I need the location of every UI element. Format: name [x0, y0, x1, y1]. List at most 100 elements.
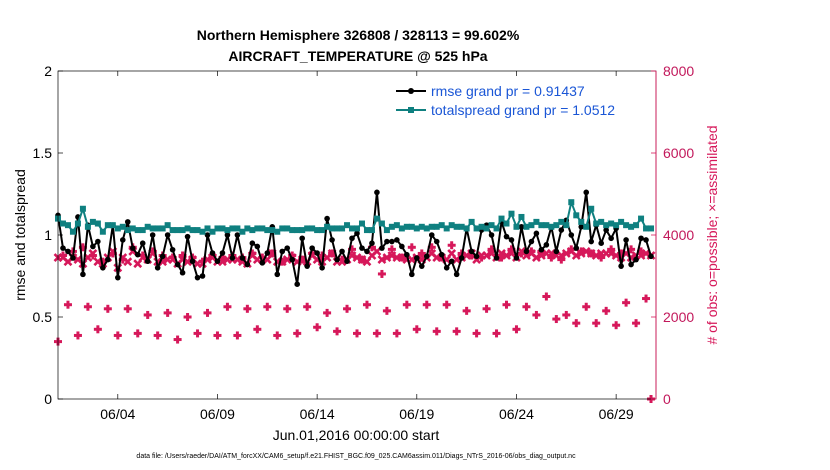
obs-assimilated-stroke-b — [522, 251, 531, 260]
totalspread-point — [264, 227, 271, 234]
totalspread-point — [563, 222, 570, 229]
rmse-point — [65, 248, 71, 255]
x-tick-label: 06/19 — [399, 406, 434, 422]
rmse-point — [259, 260, 266, 266]
obs-possible-marker — [93, 325, 102, 334]
totalspread-point — [159, 225, 166, 232]
totalspread-point — [184, 225, 191, 232]
rmse-point — [409, 271, 415, 278]
rmse-point — [314, 250, 320, 256]
obs-assimilated-stroke-b — [88, 249, 98, 258]
totalspread-point — [378, 220, 385, 227]
obs-possible-marker — [412, 325, 421, 334]
obs-possible-marker — [303, 302, 312, 311]
totalspread-point — [433, 223, 440, 230]
totalspread-point — [468, 218, 475, 225]
left-tick-label: 2 — [44, 63, 52, 79]
obs-assimilated-stroke-b — [447, 249, 457, 258]
obs-assimilated-stroke-b — [377, 255, 387, 265]
totalspread-point — [239, 228, 246, 235]
obs-assimilated-marker — [581, 246, 591, 256]
totalspread-point — [443, 225, 450, 232]
obs-assimilated-stroke-b — [576, 249, 586, 258]
x-axis-label: Jun.01,2016 00:00:00 start — [273, 427, 440, 443]
totalspread-point — [398, 225, 405, 232]
totalspread-point — [64, 222, 71, 229]
obs-assimilated-stroke-b — [347, 251, 357, 260]
obs-assimilated-marker — [522, 251, 531, 260]
rmse-point — [503, 233, 510, 240]
rmse-point — [179, 269, 186, 276]
obs-assimilated-stroke-b — [636, 251, 646, 260]
totalspread-point — [339, 225, 346, 232]
totalspread-point — [274, 228, 281, 235]
rmse-point — [568, 232, 575, 238]
totalspread-point — [558, 218, 565, 225]
rmse-point — [95, 238, 101, 245]
rmse-point — [389, 238, 395, 245]
rmse-point — [244, 261, 251, 268]
rmse-point — [219, 250, 226, 256]
totalspread-point — [648, 225, 655, 232]
x-tick-label: 06/04 — [100, 406, 135, 422]
rmse-point — [234, 232, 241, 238]
totalspread-point — [204, 225, 211, 232]
totalspread-point — [314, 227, 321, 234]
totalspread-point — [448, 222, 455, 229]
totalspread-point — [363, 227, 370, 234]
totalspread-point — [428, 223, 435, 230]
totalspread-point — [473, 225, 480, 232]
obs-assimilated-stroke-b — [591, 251, 601, 260]
rmse-point — [394, 237, 400, 243]
totalspread-point — [199, 228, 206, 235]
totalspread-point — [209, 228, 216, 235]
rmse-point — [618, 263, 624, 269]
rmse-point — [513, 255, 520, 261]
rmse-point — [169, 246, 176, 253]
obs-assimilated-marker — [482, 251, 491, 260]
obs-possible-marker — [283, 304, 292, 313]
rmse-point — [204, 232, 211, 238]
obs-assimilated-stroke-b — [123, 257, 133, 267]
obs-possible-marker — [452, 327, 461, 336]
totalspread-point — [458, 223, 465, 230]
left-tick-label: 0.5 — [33, 309, 53, 325]
data-file-footer: data file: /Users/raeder/DAI/ATM_forcXX/… — [136, 453, 576, 460]
obs-possible-marker — [632, 319, 641, 328]
totalspread-point — [279, 225, 286, 232]
rmse-point — [164, 232, 171, 238]
rmse-point — [638, 235, 644, 242]
rmse-point — [194, 274, 201, 281]
y-axis-label-left: rmse and totalspread — [12, 169, 28, 301]
totalspread-point — [94, 220, 101, 227]
rmse-point — [508, 237, 515, 243]
rmse-point — [100, 265, 106, 271]
totalspread-point — [583, 223, 590, 230]
totalspread-point — [628, 223, 635, 230]
obs-assimilated-marker — [591, 251, 601, 260]
totalspread-point — [304, 225, 311, 232]
rmse-point — [623, 237, 629, 243]
totalspread-point — [164, 222, 171, 229]
obs-assimilated-marker — [387, 251, 397, 260]
obs-possible-marker — [582, 302, 591, 311]
rmse-series-line — [57, 191, 652, 286]
obs-possible-marker — [203, 308, 212, 317]
totalspread-point — [259, 225, 266, 232]
obs-possible-marker — [462, 306, 471, 315]
rmse-point — [453, 271, 460, 278]
rmse-point — [279, 248, 286, 255]
obs-assimilated-stroke-b — [517, 246, 526, 256]
totalspread-point — [349, 225, 356, 232]
totalspread-point — [453, 223, 460, 230]
obs-possible-marker — [387, 245, 396, 254]
totalspread-point — [603, 222, 610, 229]
obs-possible-marker — [333, 327, 342, 336]
totalspread-point — [543, 222, 550, 229]
obs-possible-marker — [447, 241, 456, 250]
totalspread-point — [528, 222, 535, 229]
rmse-point — [399, 243, 405, 250]
legend-totalspread-label: totalspread grand pr = 1.0512 — [431, 102, 615, 118]
legend-rmse-label: rmse grand pr = 0.91437 — [431, 83, 585, 99]
